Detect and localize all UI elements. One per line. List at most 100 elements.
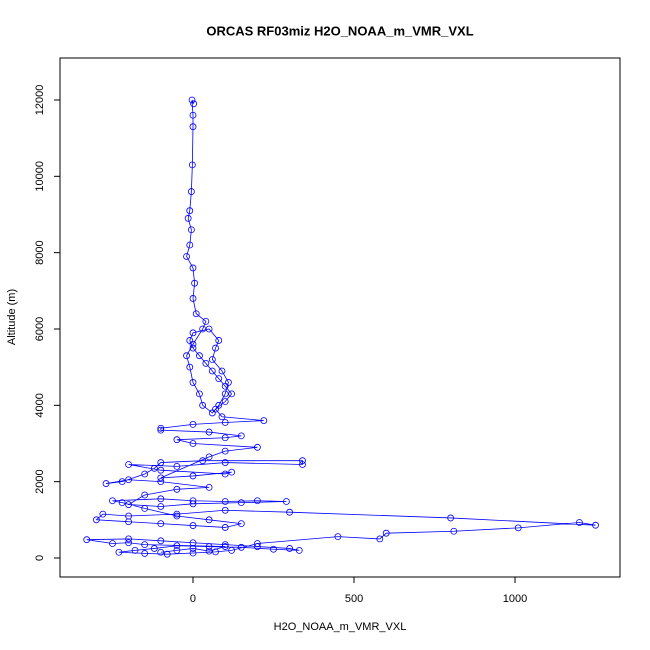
point: [212, 548, 219, 556]
point: [189, 472, 197, 480]
point: [173, 546, 181, 554]
point: [221, 459, 229, 466]
point: [196, 390, 203, 398]
point: [125, 461, 132, 468]
point: [157, 426, 165, 434]
point: [109, 540, 116, 547]
point: [163, 550, 171, 558]
point: [218, 413, 226, 421]
point: [188, 96, 196, 104]
point: [173, 485, 181, 493]
point: [141, 504, 149, 512]
point: [186, 363, 194, 371]
point: [221, 506, 229, 514]
point: [215, 337, 223, 344]
point: [282, 498, 290, 505]
point: [208, 409, 216, 417]
point: [183, 352, 190, 360]
point: [173, 510, 181, 518]
point: [205, 483, 213, 491]
point: [189, 500, 197, 508]
point: [189, 123, 197, 131]
point: [157, 474, 165, 482]
point: [131, 546, 139, 554]
point: [221, 498, 229, 505]
plot-frame: [59, 57, 621, 578]
point: [157, 548, 165, 556]
point: [199, 325, 207, 333]
point: [83, 536, 91, 544]
point: [576, 519, 583, 526]
point: [228, 468, 236, 476]
point: [157, 478, 165, 486]
point: [125, 518, 132, 526]
point: [173, 436, 181, 444]
point: [228, 390, 236, 398]
point: [157, 459, 165, 466]
point: [514, 524, 522, 532]
point: [192, 310, 200, 318]
point: [450, 527, 458, 535]
point: [189, 329, 197, 337]
point: [376, 535, 384, 543]
point: [157, 466, 165, 474]
point: [334, 533, 342, 541]
point: [189, 264, 197, 272]
point: [221, 541, 229, 549]
y-tick-label: 4000: [34, 393, 46, 417]
point: [199, 401, 207, 409]
point: [202, 359, 210, 367]
y-tick-label: 12000: [34, 85, 46, 116]
point: [221, 524, 229, 531]
point: [150, 464, 158, 472]
y-tick-label: 6000: [34, 317, 46, 341]
point: [199, 457, 207, 465]
point: [228, 546, 236, 554]
point: [115, 548, 123, 556]
point: [141, 541, 149, 549]
point: [254, 497, 261, 505]
point: [189, 539, 197, 547]
point: [141, 491, 149, 499]
point: [157, 537, 165, 545]
point: [221, 419, 229, 426]
point: [141, 470, 149, 478]
point: [141, 550, 149, 557]
point: [125, 476, 132, 484]
point: [189, 379, 197, 386]
point: [125, 501, 132, 508]
point: [221, 398, 229, 405]
point: [125, 539, 132, 547]
point: [189, 522, 197, 529]
point: [202, 317, 210, 325]
y-tick-label: 2000: [34, 469, 46, 493]
point: [592, 521, 599, 529]
point: [189, 344, 197, 352]
x-tick-label: 0: [190, 593, 196, 605]
point: [109, 497, 116, 505]
x-tick-label: 500: [345, 593, 363, 605]
point: [205, 547, 213, 555]
point: [205, 516, 213, 524]
point: [286, 545, 294, 552]
point: [221, 543, 229, 550]
point: [173, 542, 181, 550]
y-tick-label: 8000: [34, 240, 46, 264]
point: [205, 325, 213, 333]
point: [157, 495, 165, 503]
point: [221, 434, 229, 442]
point: [189, 295, 197, 302]
point: [221, 447, 229, 455]
point: [125, 535, 132, 543]
point: [447, 514, 455, 522]
point: [208, 356, 216, 363]
point: [382, 529, 390, 537]
point: [221, 390, 229, 398]
point: [295, 546, 303, 554]
point: [190, 100, 198, 108]
point: [205, 543, 213, 550]
point: [286, 508, 294, 516]
point: [99, 510, 107, 518]
